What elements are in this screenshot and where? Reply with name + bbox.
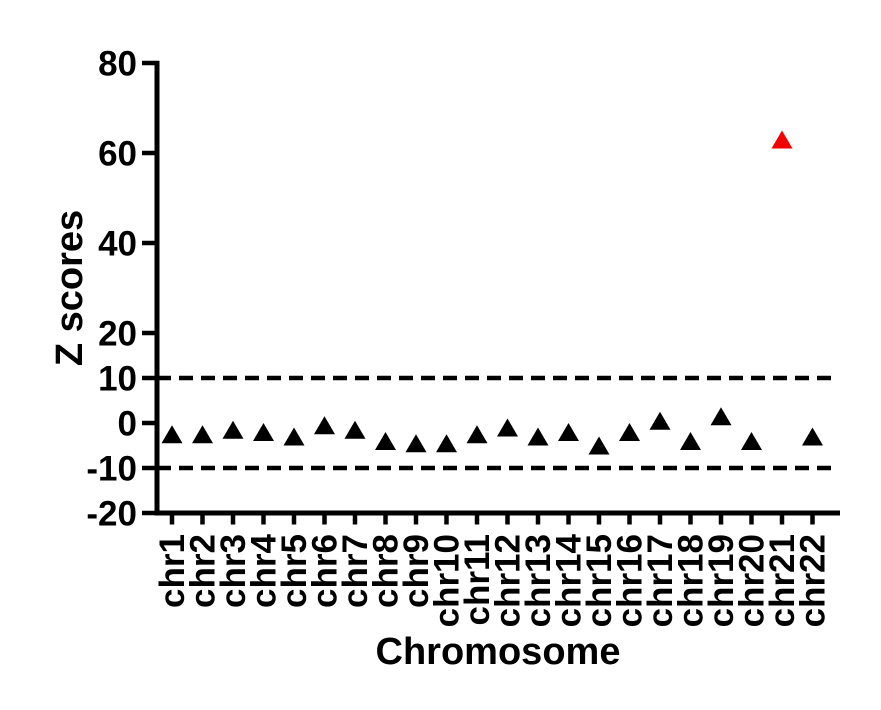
- x-tick-label-chr13: chr13: [519, 534, 558, 627]
- x-tick-label-chr7: chr7: [336, 534, 375, 608]
- y-axis-ticks: -20 -10 0 10 20 40 60 80: [86, 45, 160, 534]
- y-tick-label--10: -10: [86, 450, 137, 489]
- data-point-chr11: [466, 425, 488, 444]
- y-tick-label-40: 40: [98, 225, 137, 264]
- data-point-chr13: [527, 427, 549, 446]
- x-tick-label-chr12: chr12: [489, 534, 528, 627]
- y-tick-label-60: 60: [98, 135, 137, 174]
- data-point-chr15: [588, 436, 610, 455]
- x-tick-label-chr4: chr4: [245, 533, 284, 607]
- data-point-chr21: [771, 130, 793, 149]
- data-point-chr7: [344, 420, 366, 439]
- data-point-chr20: [741, 432, 762, 450]
- x-tick-label-chr15: chr15: [580, 534, 619, 627]
- x-tick-label-chr3: chr3: [214, 534, 253, 608]
- x-tick-label-chr18: chr18: [672, 534, 711, 627]
- x-tick-label-chr1: chr1: [153, 534, 192, 608]
- x-tick-label-chr19: chr19: [702, 534, 741, 627]
- data-point-chr4: [253, 423, 274, 441]
- data-point-chr1: [161, 425, 183, 444]
- x-axis-title: Chromosome: [376, 631, 621, 673]
- x-tick-label-chr5: chr5: [275, 534, 314, 608]
- data-point-chr5: [283, 427, 305, 446]
- x-tick-label-chr9: chr9: [397, 534, 436, 608]
- x-tick-label-chr10: chr10: [428, 534, 467, 627]
- x-tick-label-chr11: chr11: [458, 534, 497, 625]
- data-point-chr12: [497, 418, 518, 437]
- data-point-chr2: [192, 425, 213, 444]
- x-axis-ticks: chr1chr2chr3chr4chr5chr6chr7chr8chr9chr1…: [153, 513, 833, 627]
- data-point-chr22: [802, 427, 823, 446]
- data-point-chr10: [436, 434, 457, 453]
- data-point-chr9: [405, 434, 427, 453]
- data-point-chr16: [619, 423, 640, 441]
- y-tick-label-80: 80: [98, 45, 137, 84]
- x-tick-label-chr22: chr22: [794, 534, 833, 627]
- data-point-chr8: [375, 432, 396, 450]
- data-point-chr19: [710, 407, 732, 426]
- threshold-lines: [157, 375, 838, 471]
- data-points: [161, 130, 823, 455]
- data-point-chr6: [314, 416, 335, 435]
- y-tick-label-20: 20: [98, 315, 137, 354]
- x-tick-label-chr14: chr14: [550, 533, 589, 627]
- y-tick-label--20: -20: [86, 495, 137, 534]
- y-axis-title: Z scores: [49, 210, 91, 366]
- data-point-chr17: [649, 411, 671, 430]
- x-tick-label-chr17: chr17: [641, 534, 680, 627]
- data-point-chr14: [558, 423, 579, 441]
- y-tick-label-0: 0: [118, 405, 137, 444]
- x-tick-label-chr21: chr21: [763, 534, 802, 627]
- x-tick-label-chr2: chr2: [184, 534, 223, 608]
- data-point-chr18: [680, 432, 701, 450]
- y-tick-label-10: 10: [98, 360, 137, 399]
- axis-spines: [154, 63, 840, 516]
- x-tick-label-chr8: chr8: [367, 534, 406, 608]
- x-tick-label-chr20: chr20: [733, 534, 772, 627]
- x-tick-label-chr6: chr6: [306, 534, 345, 608]
- data-point-chr3: [222, 420, 244, 439]
- x-tick-label-chr16: chr16: [611, 534, 650, 627]
